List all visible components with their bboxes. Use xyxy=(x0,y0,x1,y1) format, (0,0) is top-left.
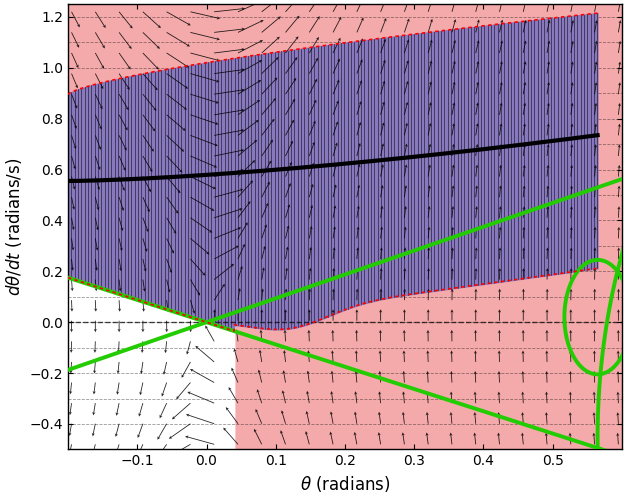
Y-axis label: $d\theta/dt$ (radians/s): $d\theta/dt$ (radians/s) xyxy=(4,158,24,296)
X-axis label: $\theta$ (radians): $\theta$ (radians) xyxy=(300,474,390,494)
